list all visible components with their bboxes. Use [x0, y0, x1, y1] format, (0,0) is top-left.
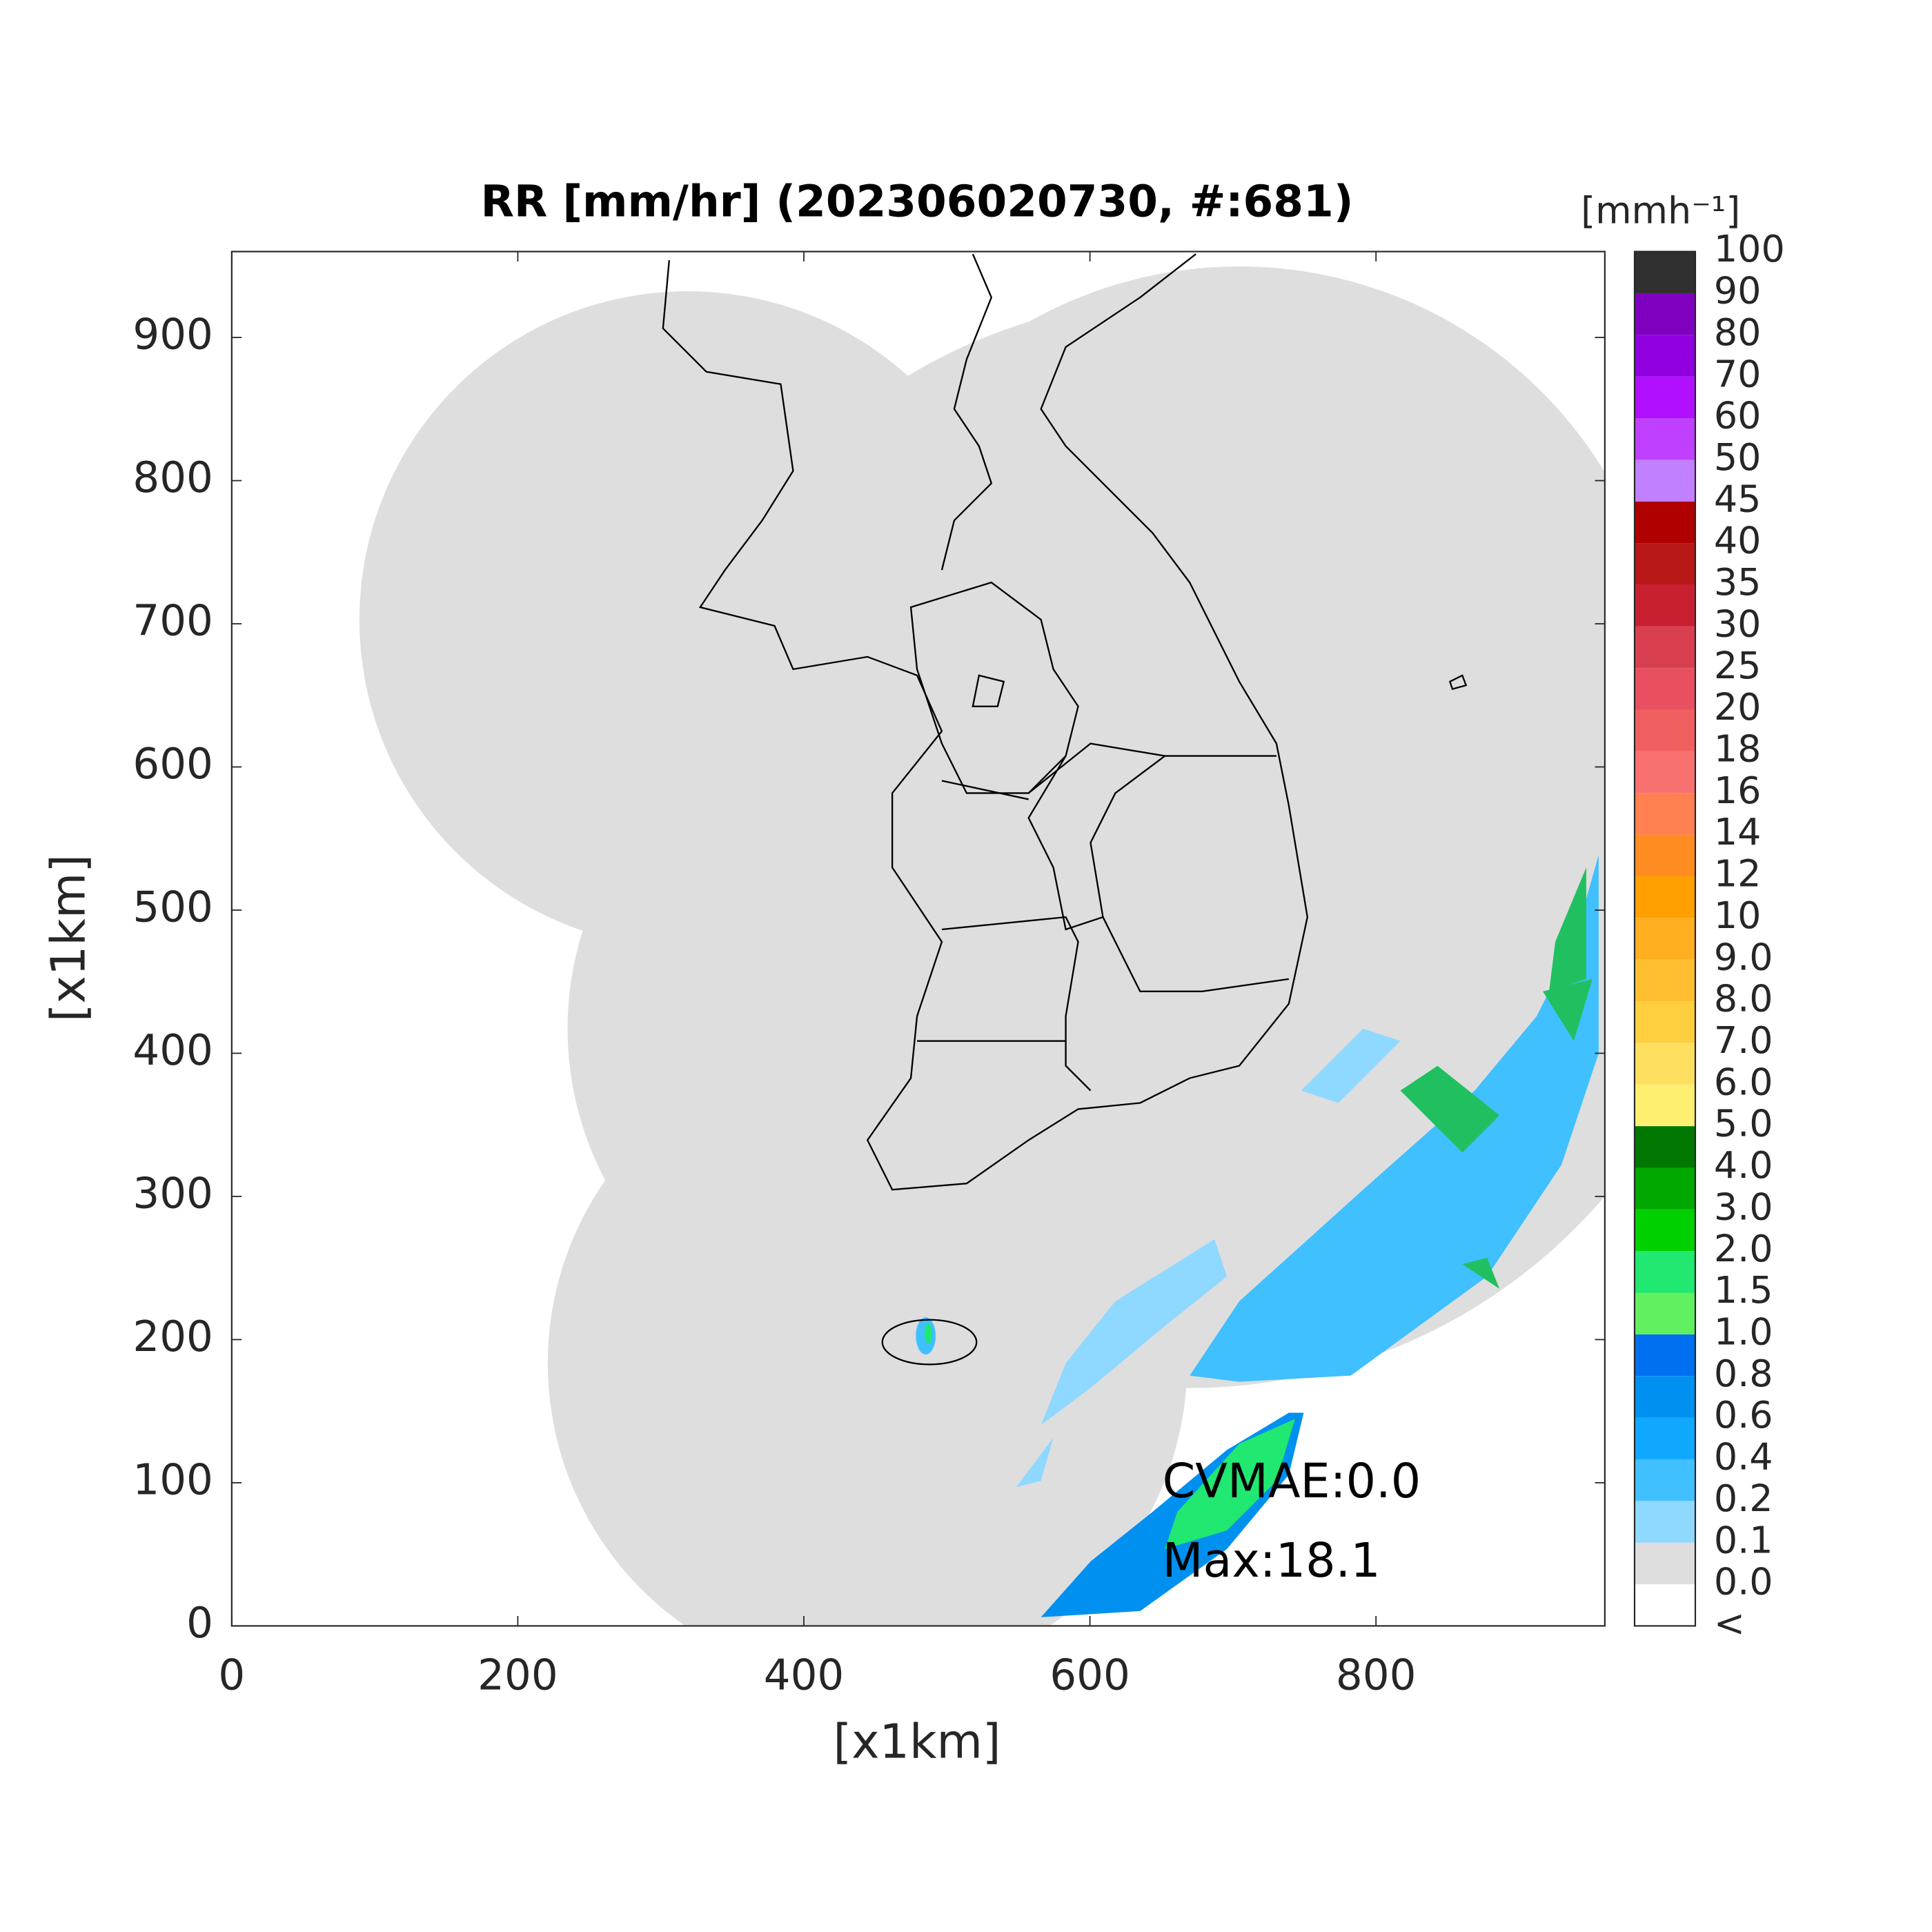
- colorbar-label: 0.4: [1714, 1435, 1773, 1479]
- colorbar-bin: [1634, 1126, 1695, 1168]
- colorbar-bin: [1634, 1209, 1695, 1252]
- colorbar-bin: [1634, 876, 1695, 918]
- annotation: CVMAE:0.0: [1163, 1455, 1421, 1509]
- colorbar-bin: [1634, 1584, 1695, 1626]
- colorbar-label: 0.2: [1714, 1477, 1773, 1520]
- chart-title: RR [mm/hr] (202306020730, #:681): [481, 176, 1354, 226]
- colorbar-label: 70: [1714, 352, 1762, 395]
- colorbar-bin: [1634, 376, 1695, 419]
- annotation: Max:18.1: [1163, 1534, 1381, 1588]
- colorbar-label: 5.0: [1714, 1102, 1773, 1145]
- colorbar-label: 1.0: [1714, 1310, 1773, 1354]
- colorbar-bin: [1634, 1376, 1695, 1418]
- colorbar-bin: [1634, 418, 1695, 460]
- colorbar-label: 6.0: [1714, 1060, 1773, 1103]
- colorbar-bin: [1634, 543, 1695, 585]
- colorbar-bin: [1634, 501, 1695, 544]
- colorbar-bin: [1634, 1167, 1695, 1210]
- x-axis-label: [x1km]: [834, 1715, 1001, 1769]
- colorbar-bin: [1634, 460, 1695, 502]
- colorbar-bin: [1634, 709, 1695, 751]
- colorbar-bin: [1634, 668, 1695, 710]
- plot-frame: [230, 250, 1606, 1627]
- coastline: [662, 253, 1468, 1366]
- y-tick-label: 0: [186, 1599, 213, 1648]
- colorbar-bin: [1634, 1417, 1695, 1459]
- colorbar-label: 1.5: [1714, 1268, 1773, 1312]
- y-tick-label: 600: [132, 740, 213, 789]
- colorbar-bin: [1634, 793, 1695, 835]
- colorbar-bin: [1634, 918, 1695, 960]
- colorbar-bin: [1634, 1084, 1695, 1127]
- colorbar-label: 50: [1714, 435, 1762, 479]
- colorbar-bin: [1634, 1001, 1695, 1043]
- colorbar-label: 90: [1714, 269, 1762, 313]
- colorbar-label: <: [1714, 1601, 1745, 1645]
- colorbar-bin: [1634, 834, 1695, 876]
- colorbar-bin: [1634, 751, 1695, 793]
- colorbar-bin: [1634, 1043, 1695, 1085]
- colorbar-bin: [1634, 1501, 1695, 1543]
- y-tick-label: 200: [132, 1312, 213, 1361]
- colorbar-title: [mmh⁻¹]: [1581, 189, 1740, 233]
- colorbar-label: 14: [1714, 810, 1762, 854]
- x-tick-label: 200: [477, 1650, 558, 1699]
- colorbar-bin: [1634, 1334, 1695, 1377]
- colorbar-label: 12: [1714, 852, 1762, 896]
- colorbar-bin: [1634, 251, 1695, 293]
- colorbar-label: 16: [1714, 769, 1762, 812]
- colorbar-bin: [1634, 626, 1695, 669]
- colorbar-label: 0.0: [1714, 1560, 1773, 1604]
- colorbar-label: 0.1: [1714, 1518, 1773, 1561]
- colorbar-label: 3.0: [1714, 1185, 1773, 1228]
- rain-field: [916, 855, 1599, 1617]
- y-axis-label: [x1km]: [42, 854, 97, 1022]
- colorbar-label: 25: [1714, 644, 1762, 687]
- colorbar-label: 40: [1714, 519, 1762, 562]
- radar-coverage: [359, 266, 1605, 1626]
- y-tick-label: 700: [132, 597, 213, 646]
- colorbar-label: 0.8: [1714, 1352, 1773, 1395]
- colorbar-label: 80: [1714, 310, 1762, 354]
- colorbar-label: 0.6: [1714, 1393, 1773, 1437]
- colorbar-label: 30: [1714, 602, 1762, 645]
- colorbar-bin: [1634, 1292, 1695, 1334]
- map: [359, 253, 1605, 1626]
- y-tick-label: 300: [132, 1170, 213, 1219]
- y-tick-label: 900: [132, 310, 213, 359]
- colorbar-bin: [1634, 293, 1695, 335]
- colorbar-bin: [1634, 335, 1695, 377]
- colorbar-label: 8.0: [1714, 977, 1773, 1021]
- colorbar-label: 10: [1714, 894, 1762, 937]
- colorbar-bin: [1634, 1542, 1695, 1585]
- colorbar-label: 4.0: [1714, 1143, 1773, 1187]
- colorbar-label: 60: [1714, 394, 1762, 437]
- y-tick-label: 800: [132, 453, 213, 502]
- colorbar-label: 35: [1714, 560, 1762, 604]
- y-tick-label: 500: [132, 883, 213, 932]
- colorbar-label: 7.0: [1714, 1018, 1773, 1062]
- x-tick-label: 600: [1049, 1650, 1130, 1699]
- colorbar-frame: [1633, 250, 1697, 1627]
- colorbar-bin: [1634, 584, 1695, 627]
- colorbar-label: 18: [1714, 727, 1762, 771]
- colorbar-label: 2.0: [1714, 1227, 1773, 1270]
- colorbar-bin: [1634, 1459, 1695, 1501]
- y-tick-label: 400: [132, 1026, 213, 1075]
- x-tick-label: 400: [764, 1650, 845, 1699]
- colorbar-label: 9.0: [1714, 935, 1773, 978]
- y-tick-label: 100: [132, 1455, 213, 1504]
- colorbar-label: 45: [1714, 477, 1762, 520]
- x-tick-label: 800: [1336, 1650, 1417, 1699]
- colorbar-label: 100: [1714, 227, 1785, 270]
- colorbar-bin: [1634, 959, 1695, 1002]
- colorbar-bin: [1634, 1251, 1695, 1293]
- colorbar-label: 20: [1714, 685, 1762, 729]
- x-tick-label: 0: [218, 1650, 245, 1699]
